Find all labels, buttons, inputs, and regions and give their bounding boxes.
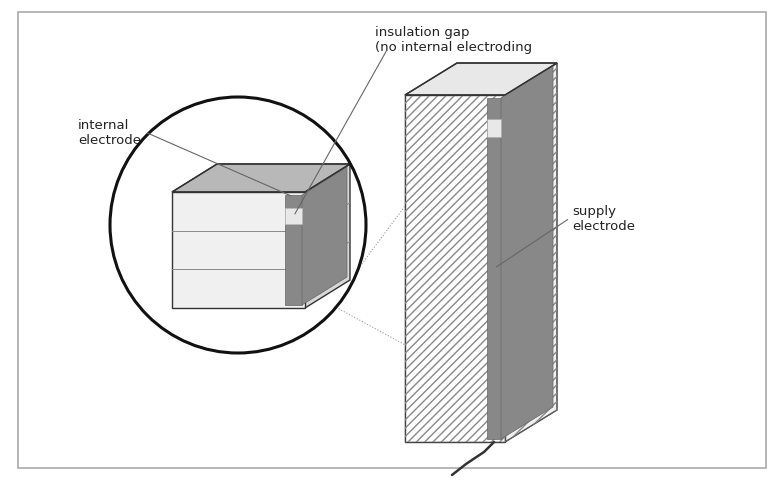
Polygon shape bbox=[487, 99, 501, 439]
Polygon shape bbox=[405, 96, 505, 442]
Polygon shape bbox=[285, 195, 302, 305]
Polygon shape bbox=[505, 64, 557, 442]
Text: insulation gap
(no internal electroding: insulation gap (no internal electroding bbox=[375, 26, 532, 54]
Text: supply
electrode: supply electrode bbox=[572, 204, 635, 232]
Polygon shape bbox=[305, 165, 350, 308]
Polygon shape bbox=[172, 165, 350, 192]
Polygon shape bbox=[285, 209, 302, 225]
Circle shape bbox=[110, 98, 366, 353]
Polygon shape bbox=[172, 192, 305, 308]
Polygon shape bbox=[487, 120, 501, 137]
Polygon shape bbox=[405, 64, 557, 96]
Polygon shape bbox=[302, 168, 347, 305]
Text: internal
electrode: internal electrode bbox=[78, 119, 141, 147]
Polygon shape bbox=[501, 67, 553, 439]
